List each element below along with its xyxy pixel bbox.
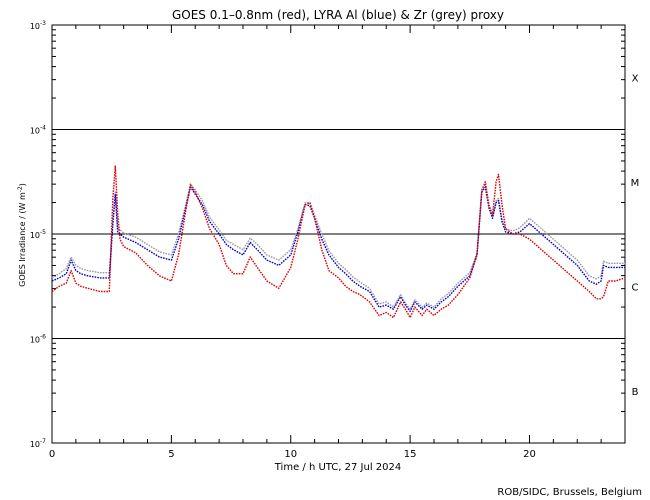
y-axis-label: GOES Irradiance / (W m-2) (17, 183, 27, 287)
flare-class-label: X (632, 73, 639, 84)
flare-class-label: C (632, 282, 639, 293)
y-tick-label: 10-3 (30, 20, 46, 31)
x-tick-label: 10 (284, 449, 297, 460)
y-tick-base: 10 (30, 231, 40, 240)
y-tick-label: 10-4 (30, 125, 46, 136)
series-layer (51, 165, 626, 319)
series-line-goes-0-1-0-8nm (51, 165, 626, 319)
x-tick-label: 20 (523, 449, 536, 460)
class-labels: X M C B (631, 73, 640, 398)
chart-title: GOES 0.1–0.8nm (red), LYRA Al (blue) & Z… (172, 8, 504, 22)
x-axis-label: Time / h UTC, 27 Jul 2024 (274, 462, 402, 473)
y-tick-base: 10 (30, 127, 40, 136)
flare-class-label: M (631, 178, 640, 189)
svg-text:GOES Irradiance / (W m-2): GOES Irradiance / (W m-2) (17, 183, 27, 287)
y-axis: 10-310-410-510-610-7 (30, 20, 625, 449)
x-tick-label: 15 (404, 449, 417, 460)
threshold-lines (52, 129, 625, 339)
y-tick-exponent: -3 (40, 20, 46, 27)
y-axis-label-close: ) (18, 183, 27, 186)
y-axis-label-main: GOES Irradiance / (W m (18, 192, 27, 287)
y-tick-exponent: -6 (40, 334, 46, 341)
credit-text: ROB/SIDC, Brussels, Belgium (497, 487, 642, 498)
y-tick-base: 10 (30, 336, 40, 345)
x-axis: 0 5 10 15 20 (49, 25, 626, 460)
x-tick-label: 5 (168, 449, 174, 460)
flare-class-label: B (632, 387, 639, 398)
y-tick-label: 10-6 (30, 334, 46, 345)
x-tick-label: 0 (49, 449, 55, 460)
y-tick-exponent: -7 (40, 438, 46, 445)
y-tick-label: 10-7 (30, 438, 46, 449)
y-tick-exponent: -5 (40, 229, 46, 236)
series-line-lyra-al-proxy (51, 186, 625, 312)
y-tick-exponent: -4 (40, 125, 46, 132)
y-tick-label: 10-5 (30, 229, 46, 240)
y-tick-base: 10 (30, 440, 40, 449)
y-axis-label-sup: -2 (17, 186, 24, 192)
series-line-lyra-zr-proxy (51, 183, 625, 310)
y-tick-base: 10 (30, 22, 40, 31)
